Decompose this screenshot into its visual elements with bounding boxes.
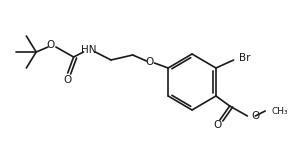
Text: CH₃: CH₃: [271, 106, 288, 116]
Text: O: O: [214, 120, 222, 130]
Text: O: O: [251, 111, 260, 121]
Text: Br: Br: [239, 53, 250, 63]
Text: O: O: [145, 57, 154, 67]
Text: O: O: [47, 40, 55, 50]
Text: HN: HN: [81, 45, 96, 55]
Text: O: O: [63, 75, 72, 85]
